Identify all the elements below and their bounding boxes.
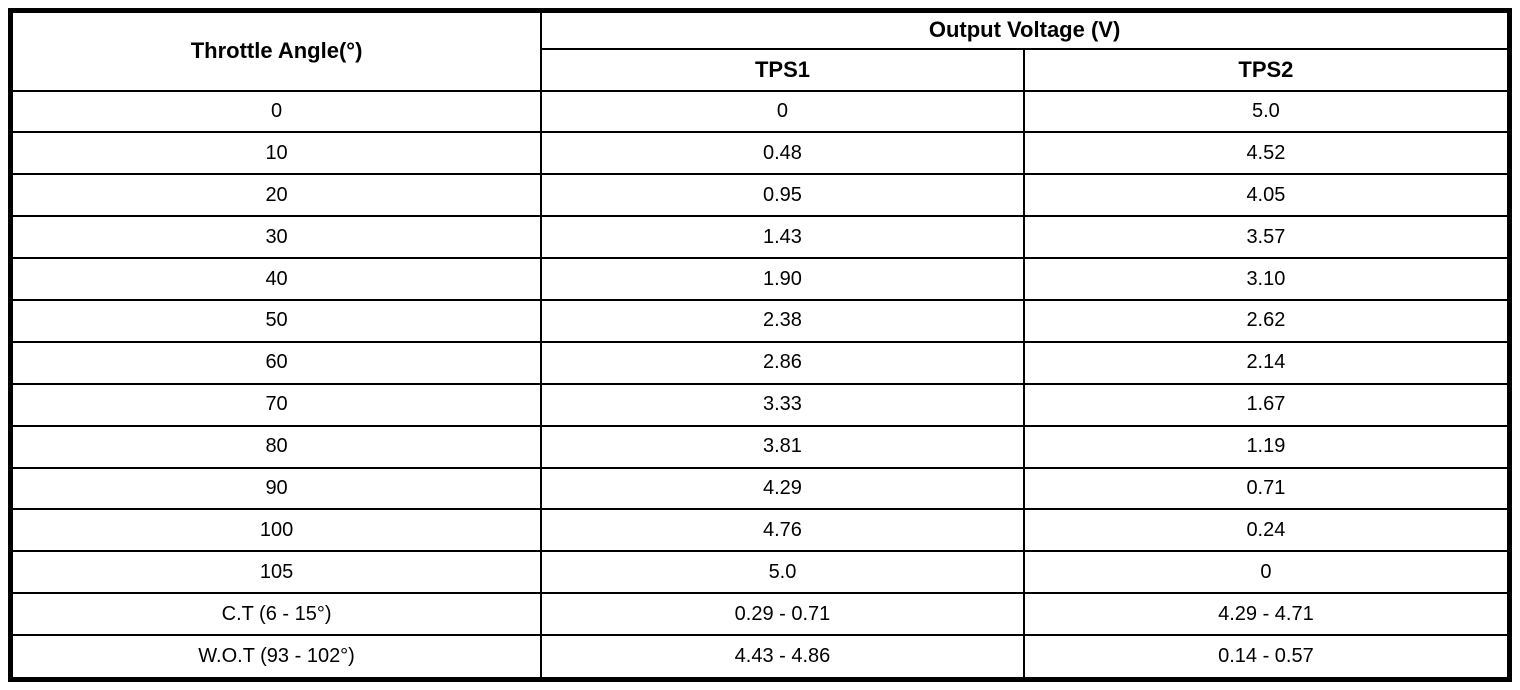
- tps2-value-cell: 2.62: [1022, 298, 1511, 343]
- table-row: 20 0.95 4.05: [9, 173, 1511, 218]
- tps2-value-cell: 3.10: [1022, 257, 1511, 301]
- table-row: 105 5.0 0: [9, 550, 1511, 595]
- throttle-angle-cell: 50: [9, 298, 543, 343]
- tps1-value-cell: 5.0: [540, 550, 1025, 595]
- table-row: C.T (6 - 15°) 0.29 - 0.71 4.29 - 4.71: [9, 592, 1511, 637]
- tps1-value-cell: 4.29: [540, 466, 1025, 511]
- table-row: 40 1.90 3.10: [9, 257, 1511, 301]
- tps1-value-cell: 0.29 - 0.71: [540, 592, 1025, 637]
- throttle-angle-cell: W.O.T (93 - 102°): [9, 634, 543, 681]
- tps2-value-cell: 1.67: [1022, 382, 1511, 427]
- tps1-value-cell: 0.48: [540, 131, 1025, 176]
- throttle-angle-cell: 20: [9, 173, 543, 218]
- col-header-tps2: TPS2: [1022, 47, 1511, 92]
- table-row: 30 1.43 3.57: [9, 215, 1511, 260]
- header-row-2: TPS1 TPS2: [11, 47, 1511, 92]
- table-header: Throttle Angle(°) Output Voltage (V) TPS…: [9, 9, 1511, 92]
- tps2-value-cell: 4.52: [1022, 131, 1511, 176]
- tps2-value-cell: 0.71: [1022, 466, 1511, 511]
- tps1-value-cell: 3.33: [540, 382, 1025, 427]
- throttle-angle-cell: 105: [9, 550, 543, 595]
- tps2-value-cell: 1.19: [1022, 424, 1511, 469]
- table-row: 90 4.29 0.71: [9, 466, 1511, 511]
- throttle-angle-cell: 80: [9, 424, 543, 469]
- throttle-angle-cell: 40: [9, 257, 543, 301]
- throttle-angle-cell: 60: [9, 340, 543, 385]
- table-row: W.O.T (93 - 102°) 4.43 - 4.86 0.14 - 0.57: [9, 634, 1511, 681]
- table-body: 0 0 5.0 10 0.48 4.52 20 0.95 4.05 30 1.43 3.57 40 1.9…: [9, 89, 1511, 681]
- tps1-value-cell: 0: [540, 89, 1025, 134]
- col-header-tps1: TPS1: [540, 47, 1025, 92]
- table-row: 60 2.86 2.14: [9, 340, 1511, 385]
- header-row-1: Throttle Angle(°) Output Voltage (V): [9, 9, 1511, 92]
- throttle-angle-cell: 0: [9, 89, 543, 134]
- tps1-value-cell: 1.90: [540, 257, 1025, 301]
- tps1-value-cell: 4.76: [540, 508, 1025, 553]
- tps2-value-cell: 0: [1022, 550, 1511, 595]
- table-row: 80 3.81 1.19: [9, 424, 1511, 469]
- tps1-value-cell: 4.43 - 4.86: [540, 634, 1025, 681]
- throttle-angle-cell: 100: [9, 508, 543, 553]
- table-row: 10 0.48 4.52: [9, 131, 1511, 176]
- tps1-value-cell: 3.81: [540, 424, 1025, 469]
- throttle-angle-cell: 10: [9, 131, 543, 176]
- tps2-value-cell: 4.29 - 4.71: [1022, 592, 1511, 637]
- tps1-value-cell: 0.95: [540, 173, 1025, 218]
- col-header-output-voltage: Output Voltage (V): [540, 9, 1511, 50]
- table-row: 100 4.76 0.24: [9, 508, 1511, 553]
- tps2-value-cell: 2.14: [1022, 340, 1511, 385]
- tps2-value-cell: 0.14 - 0.57: [1022, 634, 1511, 681]
- tps1-value-cell: 1.43: [540, 215, 1025, 260]
- tps2-value-cell: 3.57: [1022, 215, 1511, 260]
- table-row: 0 0 5.0: [9, 89, 1511, 134]
- throttle-angle-cell: 30: [9, 215, 543, 260]
- throttle-angle-cell: 90: [9, 466, 543, 511]
- table-row: 50 2.38 2.62: [9, 298, 1511, 343]
- tps1-value-cell: 2.38: [540, 298, 1025, 343]
- tps1-value-cell: 2.86: [540, 340, 1025, 385]
- throttle-angle-cell: 70: [9, 382, 543, 427]
- tps2-value-cell: 0.24: [1022, 508, 1511, 553]
- throttle-angle-cell: C.T (6 - 15°): [9, 592, 543, 637]
- throttle-position-sensor-table: Throttle Angle(°) Output Voltage (V) TPS…: [8, 8, 1512, 682]
- col-header-throttle-angle: Throttle Angle(°): [9, 9, 543, 92]
- table-row: 70 3.33 1.67: [9, 382, 1511, 427]
- tps2-value-cell: 5.0: [1022, 89, 1511, 134]
- tps2-value-cell: 4.05: [1022, 173, 1511, 218]
